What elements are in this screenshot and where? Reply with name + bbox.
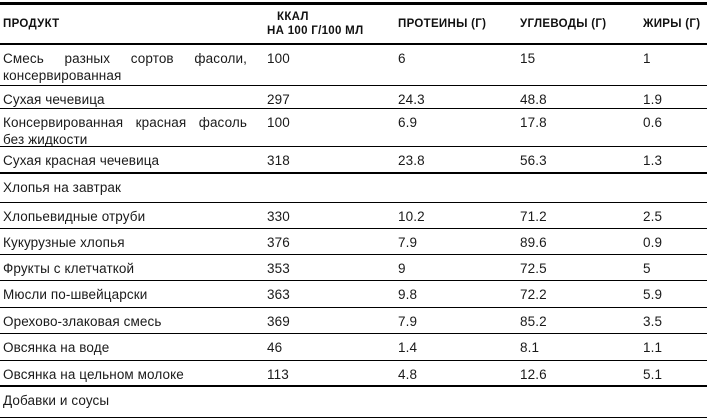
carbs-cell: 85.2 bbox=[520, 314, 547, 329]
kcal-cell: 363 bbox=[267, 287, 290, 302]
fat-cell: 5 bbox=[643, 261, 651, 276]
product-cell: Овсянка на воде bbox=[3, 340, 110, 355]
fat-cell: 1.3 bbox=[643, 153, 663, 168]
kcal-header-stack: ККАЛ НА 100 Г/100 МЛ bbox=[267, 10, 363, 38]
protein-cell: 6.9 bbox=[398, 115, 418, 130]
protein-cell: 9 bbox=[398, 261, 406, 276]
fat-cell: 2.5 bbox=[643, 209, 663, 224]
fat-cell: 0.9 bbox=[643, 235, 663, 250]
protein-cell: 1.4 bbox=[398, 340, 418, 355]
section-title: Хлопья на завтрак bbox=[3, 180, 122, 195]
column-header-product: ПРОДУКТ bbox=[3, 18, 60, 30]
kcal-cell: 113 bbox=[267, 367, 289, 382]
kcal-cell: 318 bbox=[267, 153, 290, 168]
carbs-cell: 89.6 bbox=[520, 235, 547, 250]
column-header-carbs: УГЛЕВОДЫ (Г) bbox=[520, 18, 607, 30]
product-cell: Сухая красная чечевица bbox=[3, 153, 160, 168]
protein-cell: 4.8 bbox=[398, 367, 418, 382]
section-row: Хлопья на завтрак bbox=[0, 174, 707, 203]
table-row: Орехово-злаковая смесь 369 7.9 85.2 3.5 bbox=[0, 308, 707, 334]
carbs-cell: 72.5 bbox=[520, 261, 547, 276]
fat-cell: 1.9 bbox=[643, 92, 663, 107]
product-cell: Смесь разных сортов фасоли, консерви­ров… bbox=[3, 51, 247, 83]
kcal-cell: 330 bbox=[267, 209, 290, 224]
fat-cell: 1 bbox=[643, 51, 651, 66]
kcal-cell: 100 bbox=[267, 115, 290, 130]
carbs-cell: 48.8 bbox=[520, 92, 547, 107]
fat-cell: 1.1 bbox=[643, 340, 663, 355]
product-cell: Фрукты с клетчаткой bbox=[3, 261, 135, 276]
fat-cell: 5.9 bbox=[643, 287, 663, 302]
product-cell: Орехово-злаковая смесь bbox=[3, 314, 162, 329]
kcal-cell: 353 bbox=[267, 261, 290, 276]
kcal-header-line2: НА 100 Г/100 МЛ bbox=[267, 25, 364, 37]
table-row: Фрукты с клетчаткой 353 9 72.5 5 bbox=[0, 255, 707, 281]
carbs-cell: 8.1 bbox=[520, 340, 540, 355]
table-row: Овсянка на воде 46 1.4 8.1 1.1 bbox=[0, 334, 707, 361]
kcal-cell: 100 bbox=[267, 51, 290, 66]
column-header-fat: ЖИРЫ (Г) bbox=[643, 18, 701, 30]
table-row: Консервированная красная фасоль без жидк… bbox=[0, 109, 707, 147]
carbs-cell: 72.2 bbox=[520, 287, 547, 302]
protein-cell: 23.8 bbox=[398, 153, 425, 168]
product-cell: Сухая чечевица bbox=[3, 92, 105, 107]
kcal-cell: 369 bbox=[267, 314, 290, 329]
fat-cell: 5.1 bbox=[643, 367, 663, 382]
kcal-cell: 297 bbox=[267, 92, 290, 107]
product-cell: Мюсли по-швейцарски bbox=[3, 287, 148, 302]
table-row: Овсянка на цельном молоке 113 4.8 12.6 5… bbox=[0, 361, 707, 387]
table-row: Сухая чечевица 297 24.3 48.8 1.9 bbox=[0, 86, 707, 109]
kcal-cell: 46 bbox=[267, 340, 283, 355]
section-title: Добавки и соусы bbox=[3, 393, 110, 408]
table-row: Кукурузные хлопья 376 7.9 89.6 0.9 bbox=[0, 229, 707, 255]
kcal-header-line1: ККАЛ bbox=[277, 11, 309, 23]
kcal-cell: 376 bbox=[267, 235, 290, 250]
protein-cell: 7.9 bbox=[398, 235, 418, 250]
product-cell: Кукурузные хлопья bbox=[3, 235, 125, 250]
table-header-row: ПРОДУКТ ККАЛ НА 100 Г/100 МЛ ПРОТЕИНЫ (Г… bbox=[0, 5, 707, 45]
product-cell: Консервированная красная фасоль без жидк… bbox=[3, 115, 247, 146]
carbs-cell: 56.3 bbox=[520, 153, 547, 168]
product-cell: Хлопьевидные отруби bbox=[3, 209, 146, 224]
protein-cell: 10.2 bbox=[398, 209, 425, 224]
protein-cell: 6 bbox=[398, 51, 406, 66]
carbs-cell: 17.8 bbox=[520, 115, 547, 130]
protein-cell: 7.9 bbox=[398, 314, 418, 329]
table-row: Сухая красная чечевица 318 23.8 56.3 1.3 bbox=[0, 147, 707, 174]
product-cell: Овсянка на цельном молоке bbox=[3, 367, 184, 382]
column-header-protein: ПРОТЕИНЫ (Г) bbox=[398, 18, 487, 30]
carbs-cell: 71.2 bbox=[520, 209, 547, 224]
table-row: Мюсли по-швейцарски 363 9.8 72.2 5.9 bbox=[0, 281, 707, 308]
protein-cell: 9.8 bbox=[398, 287, 418, 302]
fat-cell: 3.5 bbox=[643, 314, 663, 329]
carbs-cell: 15 bbox=[520, 51, 536, 66]
carbs-cell: 12.6 bbox=[520, 367, 547, 382]
section-row: Добавки и соусы bbox=[0, 387, 707, 418]
table-row: Хлопьевидные отруби 330 10.2 71.2 2.5 bbox=[0, 203, 707, 229]
column-header-kcal: ККАЛ НА 100 Г/100 МЛ bbox=[257, 5, 398, 43]
table-row: Смесь разных сортов фасоли, консерви­ров… bbox=[0, 45, 707, 86]
fat-cell: 0.6 bbox=[643, 115, 663, 130]
protein-cell: 24.3 bbox=[398, 92, 425, 107]
